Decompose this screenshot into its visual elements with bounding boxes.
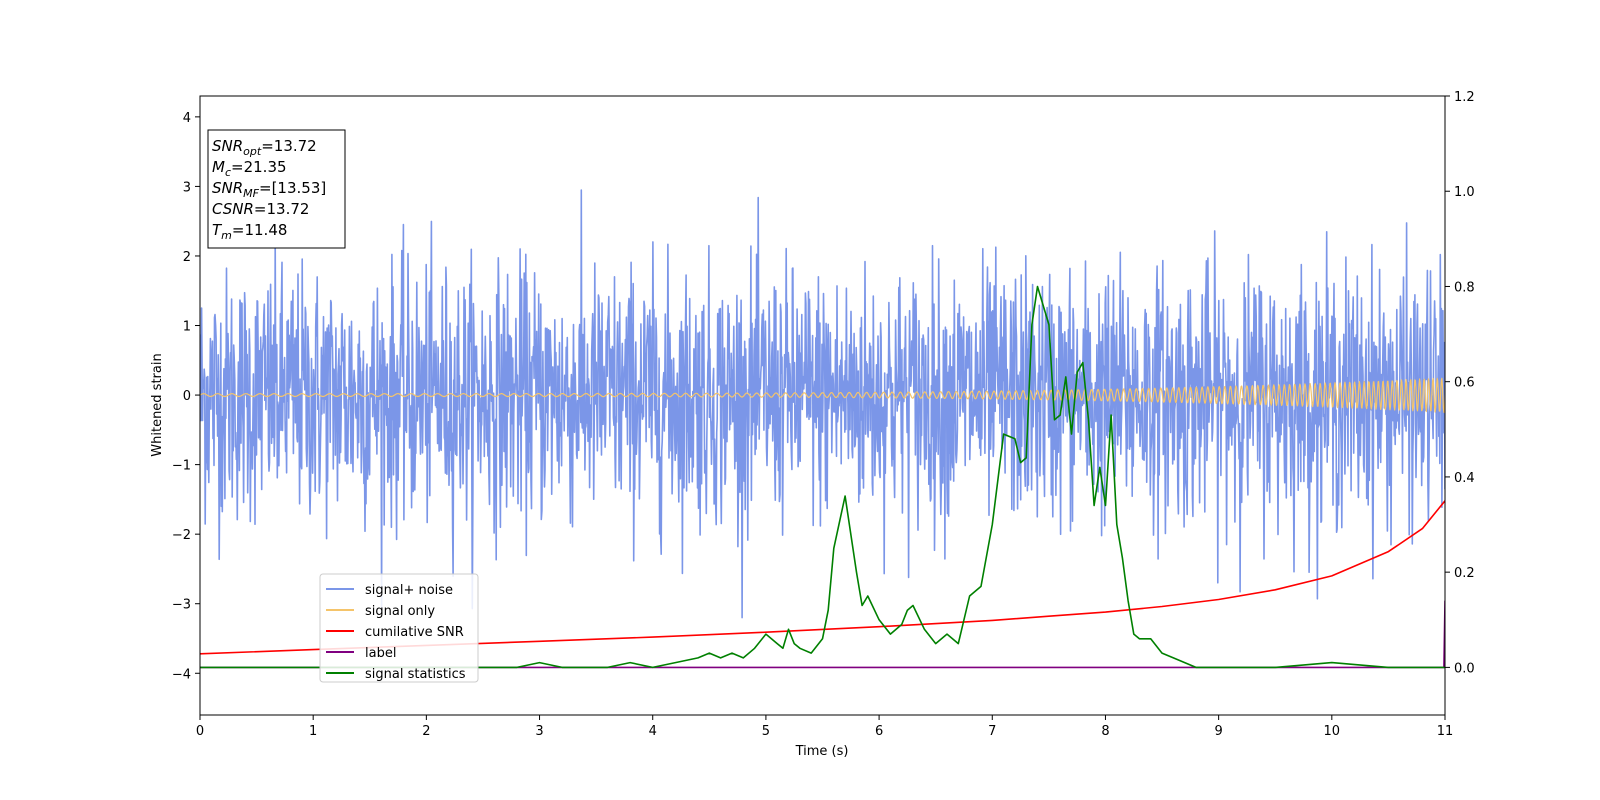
info-symbol: M [212,158,225,176]
info-symbol: CSNR [212,200,254,218]
y-tick-label: 2 [183,250,191,265]
y-tick-label: 4 [183,111,191,126]
x-tick-label: 8 [1101,724,1109,739]
info-box-line: Mc=21.35 [212,158,287,179]
x-tick-label: 10 [1324,724,1341,739]
info-subscript: m [221,229,232,242]
x-tick-label: 0 [196,724,204,739]
info-value: =13.72 [254,200,310,218]
x-tick-label: 1 [309,724,317,739]
x-tick-label: 7 [988,724,996,739]
x-tick-label: 2 [422,724,430,739]
legend-frame [319,573,479,683]
info-box-line: Tm=11.48 [212,221,287,242]
x-tick-label: 6 [875,724,883,739]
x-tick-label: 3 [535,724,543,739]
legend-label-label: label [365,646,396,661]
x-tick-label: 11 [1437,724,1454,739]
plot-layer [200,189,1445,669]
legend-label-signal-only: signal only [365,604,435,619]
series-line-signal-only [200,377,1445,413]
axis-ticks: 0 1 2 3 4 5 6 7 8 9 10 11 −4 −3 −2 −1 0 1 2 3 4 0.0 0.2 0.4 0.6 0… [172,90,1475,739]
y-tick-label: −4 [172,667,191,682]
info-value: =[13.53] [259,179,326,197]
info-subscript: MF [243,187,259,200]
x-tick-label: 4 [649,724,657,739]
y2-tick-label: 0.2 [1454,566,1475,581]
y2-tick-label: 1.2 [1454,90,1475,105]
legend: signal+ noise signal only cumilative SNR la… [319,573,479,683]
legend-label-signal-noise: signal+ noise [365,583,453,598]
info-box-frame [207,129,346,249]
info-value: =21.35 [231,158,287,176]
y-tick-label: 1 [183,320,191,335]
info-box-line: SNRMF=[13.53] [212,179,326,200]
info-box-line: CSNR=13.72 [212,200,309,218]
y-tick-label: −3 [172,598,191,613]
series-line-signal-noise [200,189,1445,619]
plot-frame [199,95,1446,716]
info-subscript: opt [243,145,262,158]
info-box-line: SNRopt=13.72 [212,137,317,158]
x-tick-label: 5 [762,724,770,739]
y-tick-label: −2 [172,528,191,543]
y2-tick-label: 0.0 [1454,661,1475,676]
series-line-cumilative-snr [200,500,1445,655]
y-axis-label: Whitened strain [150,353,165,456]
info-box: SNRopt=13.72Mc=21.35SNRMF=[13.53]CSNR=13… [207,129,346,249]
info-symbol: SNR [212,137,243,155]
x-tick-label: 9 [1214,724,1222,739]
legend-label-cumilative-snr: cumilative SNR [365,625,464,640]
y-tick-label: 0 [183,389,191,404]
x-axis-label: Time (s) [795,744,849,759]
info-subscript: c [225,166,231,179]
info-value: =11.48 [232,221,288,239]
y2-tick-label: 1.0 [1454,185,1475,200]
info-value: =13.72 [261,137,317,155]
info-symbol: T [212,221,223,239]
y-tick-label: 3 [183,180,191,195]
legend-label-signal-statistics: signal statistics [365,667,466,682]
y2-tick-label: 0.8 [1454,280,1475,295]
info-symbol: SNR [212,179,243,197]
series-line-signal-statistics [200,285,1445,669]
y2-tick-label: 0.4 [1454,471,1475,486]
y-tick-label: −1 [172,459,191,474]
y2-tick-label: 0.6 [1454,376,1475,391]
